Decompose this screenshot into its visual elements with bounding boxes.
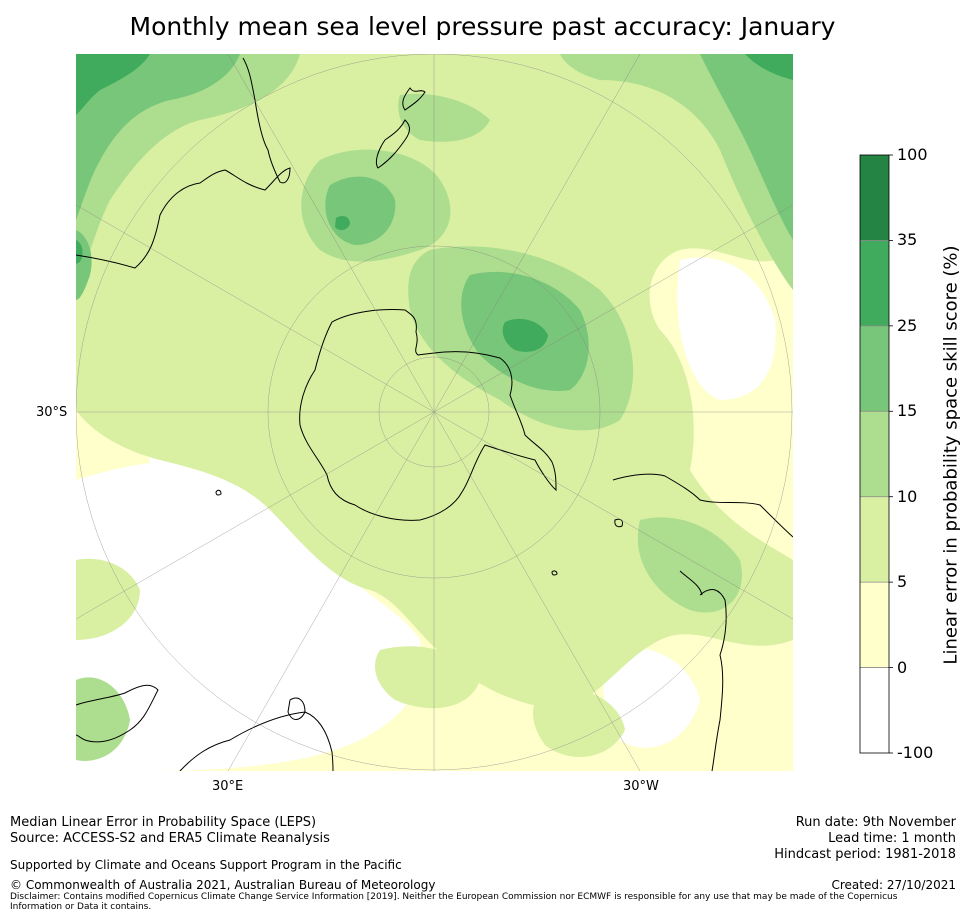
colorbar-tick-label: -100 [897, 743, 934, 762]
colorbar-tick-label: 0 [897, 657, 908, 677]
footer-left: Median Linear Error in Probability Space… [10, 815, 330, 847]
skill-region-5-10 [76, 54, 793, 710]
colorbar-bin [860, 582, 889, 668]
footer-copyright: © Commonwealth of Australia 2021, Austra… [10, 878, 436, 892]
skill-region-10-15 [398, 93, 490, 142]
antarctica-coastline [299, 309, 557, 521]
skill-region-5-10 [375, 646, 480, 709]
falkland-islands [614, 518, 623, 528]
graticule [76, 54, 793, 771]
skill-region-25-35 [335, 216, 350, 231]
graticule-label-30s: 30°S [36, 405, 68, 420]
skill-region-25-35 [745, 54, 793, 80]
skill-region-white [76, 461, 422, 771]
colorbar-tick-label: 100 [897, 145, 928, 164]
graticule-label-30w: 30°W [623, 779, 659, 794]
footer-support: Supported by Climate and Oceans Support … [10, 858, 402, 872]
small-island [551, 570, 558, 576]
colorbar-tick-label: 10 [897, 486, 918, 506]
footer-run-date: Run date: 9th November [795, 815, 956, 830]
colorbar-tick-label: 35 [897, 230, 918, 250]
colorbar-tick-label: 5 [897, 572, 908, 592]
skill-region-10-15 [637, 517, 742, 613]
skill-region-10-15 [76, 677, 130, 761]
colorbar-tick-label: 15 [897, 401, 918, 421]
colorbar-bin [860, 496, 889, 583]
skill-region-white [603, 647, 700, 748]
skill-region-15-25 [700, 54, 793, 240]
skill-region-25-35 [502, 318, 548, 352]
colorbar [859, 154, 893, 754]
footer-source-line: Source: ACCESS-S2 and ERA5 Climate Reana… [10, 831, 330, 846]
footer-disclaimer: Disclaimer: Contains modified Copernicus… [10, 892, 898, 912]
skill-region-15-25 [76, 54, 240, 220]
footer-leps-line: Median Linear Error in Probability Space… [10, 815, 317, 830]
skill-region-white [677, 257, 776, 400]
footer-created: Created: 27/10/2021 [831, 878, 956, 892]
small-island [215, 489, 222, 496]
madagascar-coastline [287, 697, 306, 720]
footer-right: Run date: 9th November Lead time: 1 mont… [774, 815, 956, 863]
colorbar-bin [860, 667, 889, 753]
coastlines [76, 57, 793, 771]
colorbar-tick-label: 25 [897, 315, 918, 335]
colorbar-bin [860, 325, 889, 412]
south-america-coastline [612, 473, 793, 771]
colorbar-bin [860, 240, 889, 326]
skill-region-25-35 [76, 54, 150, 115]
australia-coastline [76, 57, 291, 269]
colorbar-bin [860, 155, 889, 241]
skill-region-25-35 [76, 240, 83, 264]
new-zealand-south-island [375, 119, 410, 169]
map-plot-area [76, 54, 793, 771]
colorbar-bin [860, 411, 889, 497]
map-title: Monthly mean sea level pressure past acc… [129, 12, 836, 41]
colorbar-border [859, 154, 890, 754]
skill-region-5-10 [76, 558, 140, 640]
footer-lead-time: Lead time: 1 month [828, 831, 956, 846]
footer-hindcast: Hindcast period: 1981-2018 [774, 847, 956, 862]
new-zealand-north-island [402, 87, 426, 111]
graticule-label-30e: 30°E [212, 779, 244, 794]
colorbar-title: Linear error in probability space skill … [940, 245, 962, 665]
